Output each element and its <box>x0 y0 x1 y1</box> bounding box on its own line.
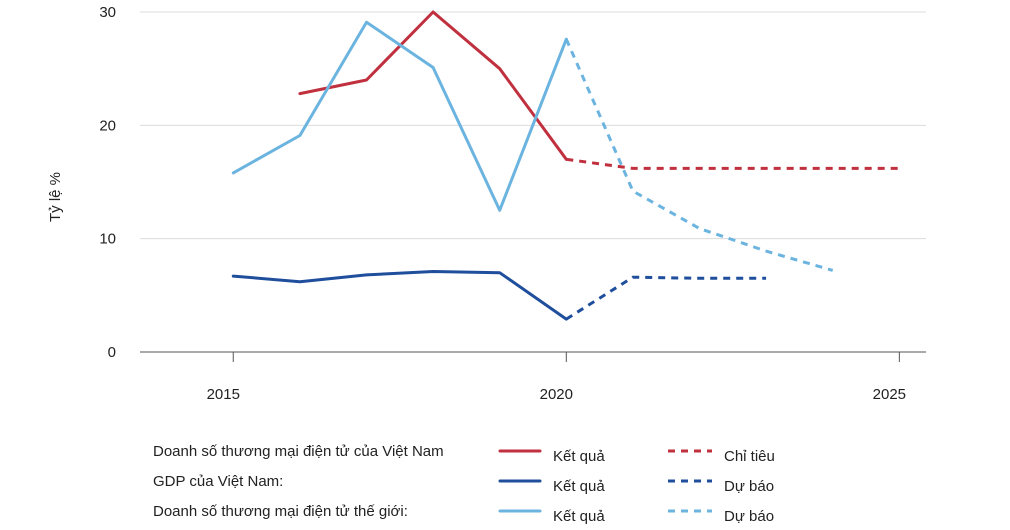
series-lines <box>231 10 900 321</box>
x-tick-labels: 2015 2020 2025 <box>207 352 906 403</box>
legend-dashed-label: Dự báo <box>724 478 774 495</box>
legend-dashed-label: Chỉ tiêu <box>724 448 775 465</box>
y-tick-label: 30 <box>99 4 116 21</box>
legend-row-label: Doanh số thương mại điện tử của Việt Nam <box>153 443 444 460</box>
legend-dashed-label: Dự báo <box>724 508 774 525</box>
x-tick-label: 2020 <box>540 386 573 403</box>
y-tick-label: 0 <box>108 344 116 361</box>
legend-row-label: Doanh số thương mại điện tử thế giới: <box>153 503 408 520</box>
legend-solid-label: Kết quả <box>553 508 605 525</box>
y-axis-title: Tỷ lệ % <box>47 172 64 222</box>
series-line-vn-gdp-actual <box>231 270 568 321</box>
series-line-vn-gdp-forecast <box>565 275 767 321</box>
legend-solid-label: Kết quả <box>553 478 605 495</box>
y-tick-label: 10 <box>99 231 116 248</box>
legend-solid-label: Kết quả <box>553 448 605 465</box>
series-line-vn-ecom-target <box>566 157 900 170</box>
series-line-vn-ecom-actual <box>298 10 568 161</box>
x-tick-label: 2025 <box>873 386 906 403</box>
legend: Doanh số thương mại điện tử của Việt Nam… <box>153 443 775 525</box>
x-tick-label: 2015 <box>207 386 240 403</box>
y-tick-label: 20 <box>99 117 116 134</box>
series-line-world-ecom-actual <box>231 20 568 212</box>
legend-row-label: GDP của Việt Nam: <box>153 473 283 490</box>
series-line-world-ecom-forecast <box>564 38 834 272</box>
y-tick-labels: 0 10 20 30 <box>99 4 116 361</box>
